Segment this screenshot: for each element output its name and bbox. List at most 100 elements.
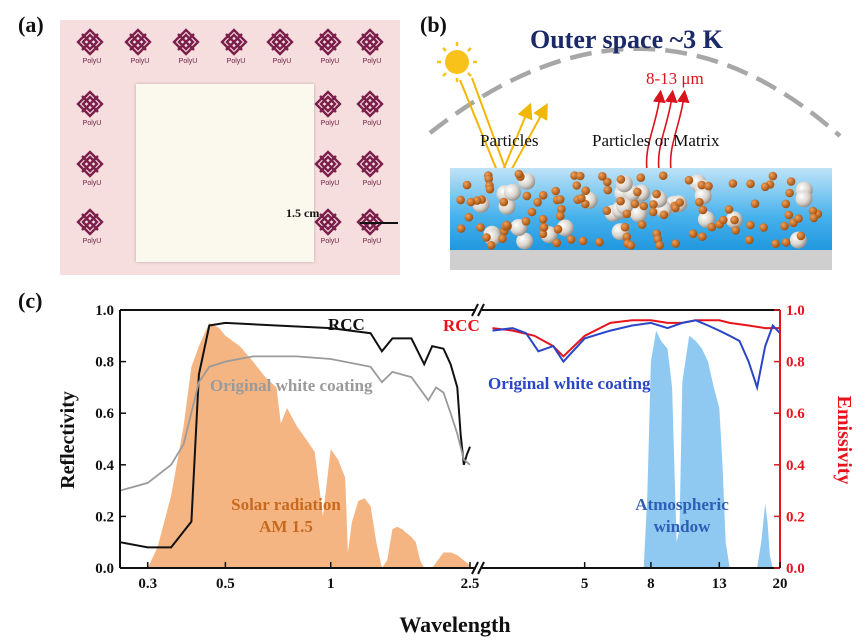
y-left-tick-label: 1.0 <box>95 303 114 319</box>
wavelength-range-label: 8-13 μm <box>646 69 704 88</box>
polyu-logo: PolyU <box>348 208 392 252</box>
particles <box>456 169 823 250</box>
axis-break-mark <box>471 561 479 575</box>
rcc-left-annotation: RCC <box>328 315 365 334</box>
polyu-logo: PolyU <box>306 150 350 194</box>
white-particle <box>503 183 521 201</box>
orange-particle <box>750 199 760 208</box>
am15-annotation: AM 1.5 <box>259 517 313 536</box>
polyu-logo: PolyU <box>68 150 112 194</box>
orange-particle <box>768 171 778 181</box>
polyu-logo: PolyU <box>348 150 392 194</box>
orange-particle <box>658 171 668 180</box>
polyu-logo: PolyU <box>258 28 302 72</box>
orange-particle <box>499 197 509 207</box>
orange-particle <box>598 172 607 181</box>
panel-a-label: (a) <box>18 12 44 37</box>
original-reflectivity-line <box>119 355 471 492</box>
orange-particle <box>456 195 465 205</box>
x-tick-label: 5 <box>581 576 589 592</box>
x-tick-label: 20 <box>773 576 788 592</box>
polyu-logo: PolyU <box>68 90 112 134</box>
orange-particle <box>630 199 640 209</box>
x-axis-label: Wavelength <box>399 612 510 637</box>
orange-particle <box>781 238 791 247</box>
orange-particle <box>637 220 647 229</box>
y-axis-left-label: Reflectivity <box>57 391 79 489</box>
orange-particle <box>675 198 684 207</box>
solar-radiation-annotation: Solar radiation <box>231 495 341 514</box>
y-axis-right-label: Emissivity <box>833 396 855 485</box>
y-right-tick-label: 0.4 <box>786 458 805 474</box>
radiative-cooling-schematic: Outer space ~3 K Particles 8-13 μm Parti… <box>428 25 842 270</box>
y-left-tick-label: 0.4 <box>95 458 114 474</box>
orange-particle <box>760 182 770 192</box>
orange-particle <box>464 212 474 222</box>
orange-particle <box>794 214 803 223</box>
orange-particle <box>626 241 636 250</box>
x-tick-label: 8 <box>647 576 655 592</box>
orange-particle <box>486 241 496 250</box>
orange-particle <box>578 236 588 246</box>
x-tick-label: 0.5 <box>216 576 235 592</box>
orange-particle <box>577 193 586 203</box>
orange-particle <box>466 197 476 207</box>
polyu-logo: PolyU <box>306 90 350 134</box>
orange-particle <box>698 232 707 241</box>
sky-dome <box>428 46 842 138</box>
polyu-logo: PolyU <box>306 208 350 252</box>
rcc-reflectivity-line <box>119 321 471 549</box>
y-left-tick-label: 0.6 <box>95 406 114 422</box>
orange-particle <box>695 197 704 207</box>
white-particle <box>795 190 813 208</box>
scale-bar-label: 1.5 cm <box>286 206 320 220</box>
substrate <box>450 250 832 270</box>
orange-particle <box>576 171 585 181</box>
spectra-chart: 0.0 0.2 0.4 0.6 0.8 1.0 0.0 0.2 0.4 0.6 0.8 1.0 0.3 0… <box>57 303 855 637</box>
orange-particle <box>808 206 818 216</box>
atmospheric-annotation: Atmospheric <box>635 495 729 514</box>
orange-particle <box>746 179 755 189</box>
polyu-logo: PolyU <box>306 28 350 72</box>
original-right-annotation: Original white coating <box>488 374 651 393</box>
axis-break-mark <box>477 561 485 575</box>
sample-photo: PolyU PolyU PolyU PolyU PolyU PolyU PolyU PolyU… <box>60 20 400 275</box>
orange-particle <box>572 181 581 190</box>
orange-particle <box>659 210 669 220</box>
original-left-annotation: Original white coating <box>210 376 373 395</box>
orange-particle <box>780 221 789 231</box>
orange-particle <box>745 235 754 245</box>
rcc-right-annotation: RCC <box>443 316 480 335</box>
rcc-emissivity-line <box>492 319 780 358</box>
orange-particle <box>603 185 613 195</box>
sunlight-rays <box>459 77 548 179</box>
y-right-tick-label: 0.6 <box>786 406 805 422</box>
particles-matrix-label: Particles or Matrix <box>592 131 720 150</box>
polyu-logo: PolyU <box>348 28 392 72</box>
orange-particle <box>639 201 649 211</box>
orange-particle <box>684 175 694 185</box>
orange-particle <box>759 223 768 232</box>
x-tick-label: 1 <box>327 576 335 592</box>
white-particle <box>556 219 574 237</box>
orange-particle <box>771 239 780 248</box>
orange-particle <box>616 196 625 206</box>
orange-particle <box>649 200 658 209</box>
orange-particle <box>704 181 713 191</box>
y-right-tick-label: 1.0 <box>786 303 805 319</box>
orange-particle <box>602 206 612 215</box>
orange-particle <box>484 174 493 184</box>
orange-particle <box>731 226 740 235</box>
x-tick-label: 0.3 <box>138 576 157 592</box>
panel-c-label: (c) <box>18 288 43 313</box>
polyu-logo: PolyU <box>348 90 392 134</box>
orange-particle <box>707 222 717 232</box>
orange-particle <box>719 215 728 225</box>
orange-particle <box>698 205 708 215</box>
orange-particle <box>476 223 485 232</box>
orange-particle <box>514 169 524 179</box>
axis-break-mark <box>471 303 479 317</box>
original-emissivity-line <box>492 319 781 392</box>
outer-space-title: Outer space ~3 K <box>530 25 724 54</box>
orange-particle <box>557 204 566 214</box>
